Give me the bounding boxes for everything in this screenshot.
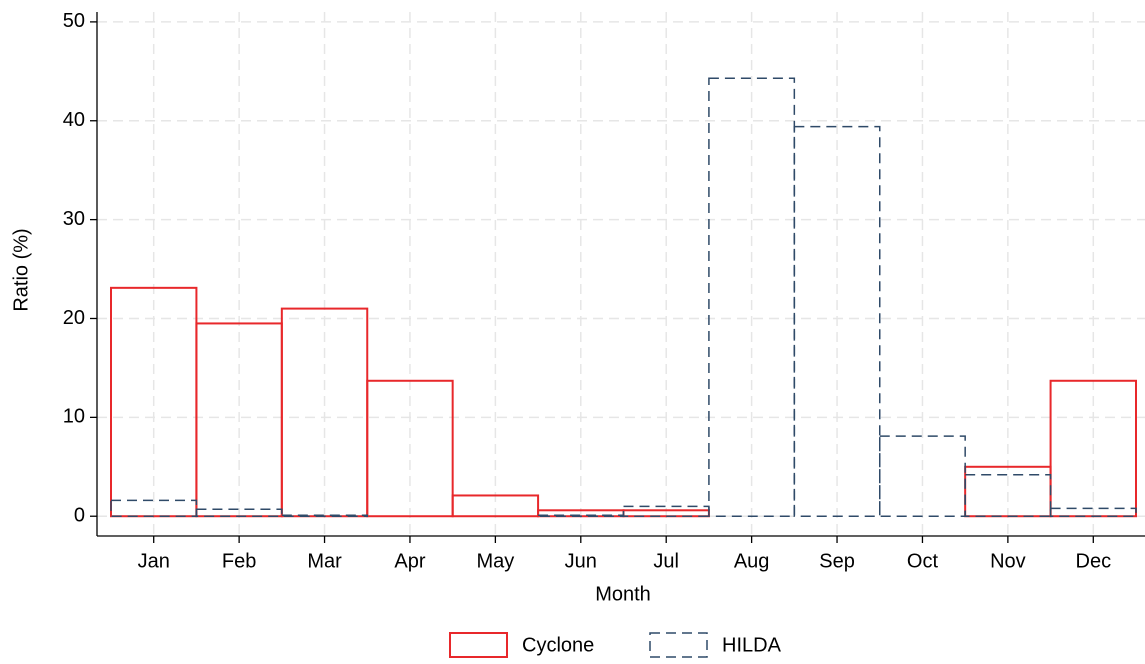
y-tick-label: 0 [74,505,85,527]
y-tick-label: 10 [63,406,85,428]
bar [451,494,540,518]
legend-swatch [649,632,708,658]
bar [195,508,283,517]
x-tick-label: Nov [990,550,1026,572]
y-tick-label: 30 [63,208,85,230]
y-tick-label: 20 [63,307,85,329]
x-tick-label: Jul [653,550,679,572]
x-tick-label: Mar [307,550,342,572]
bar [622,505,710,517]
x-axis-label: Month [595,583,651,605]
y-axis-label: Ratio (%) [10,228,32,311]
legend-swatch [449,632,508,658]
y-tick-label: 50 [63,10,85,32]
bar [708,77,796,517]
bar [1049,507,1137,517]
bar [281,514,369,517]
bar [879,435,966,517]
legend-label: Cyclone [522,634,594,656]
x-tick-label: Feb [222,550,256,572]
x-tick-label: Jun [565,550,597,572]
bar [964,473,1052,517]
bar [366,379,454,518]
x-tick-label: Dec [1076,550,1112,572]
bar [110,499,198,517]
x-tick-label: May [476,550,514,572]
bar [793,125,881,517]
x-tick-label: Apr [394,550,425,572]
x-tick-label: Aug [734,550,770,572]
x-tick-label: Oct [907,550,939,572]
y-tick-label: 40 [63,109,85,131]
x-tick-label: Sep [819,550,855,572]
legend-label: HILDA [722,634,782,656]
x-tick-label: Jan [138,550,170,572]
